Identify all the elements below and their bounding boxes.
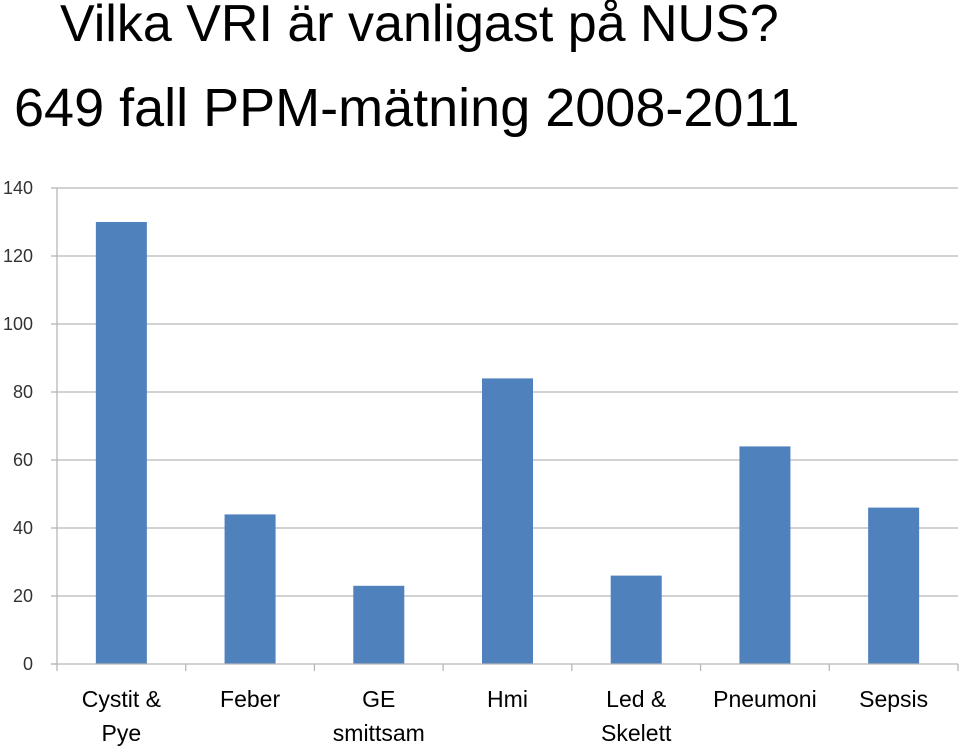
bar	[224, 514, 276, 664]
bar	[868, 507, 920, 664]
chart-subtitle: 649 fall PPM-mätning 2008-2011	[14, 78, 800, 138]
x-tick-label: Feber	[220, 686, 280, 712]
axes	[51, 187, 959, 671]
y-tick-label: 120	[3, 246, 33, 266]
x-tick-label: Sepsis	[859, 686, 928, 712]
x-tick-label: Cystit & Pye	[82, 686, 161, 746]
y-tick-label: 60	[13, 450, 33, 470]
bar	[95, 222, 147, 664]
bar	[353, 585, 405, 664]
y-tick-label: 0	[23, 654, 33, 674]
bar	[610, 575, 662, 664]
x-tick-labels: Cystit & Pye Feber GE smittsam Hmi Led & Skelet…	[82, 686, 928, 746]
y-tick-labels: 0 20 40 60 80 100 120 140	[3, 178, 33, 674]
bar	[482, 378, 533, 664]
x-tick-label: GE smittsam	[333, 686, 425, 746]
y-tick-label: 20	[13, 586, 33, 606]
chart-title: Vilka VRI är vanligast på NUS?	[60, 0, 779, 53]
bar	[739, 446, 791, 664]
y-tick-label: 100	[3, 314, 33, 334]
y-tick-label: 80	[13, 382, 33, 402]
x-tick-label: Pneumoni	[713, 686, 817, 712]
x-tick-label: Led & Skelett	[601, 686, 672, 746]
bars	[95, 222, 920, 664]
y-tick-label: 40	[13, 518, 33, 538]
y-tick-label: 140	[3, 178, 33, 198]
x-tick-label: Hmi	[487, 686, 528, 712]
